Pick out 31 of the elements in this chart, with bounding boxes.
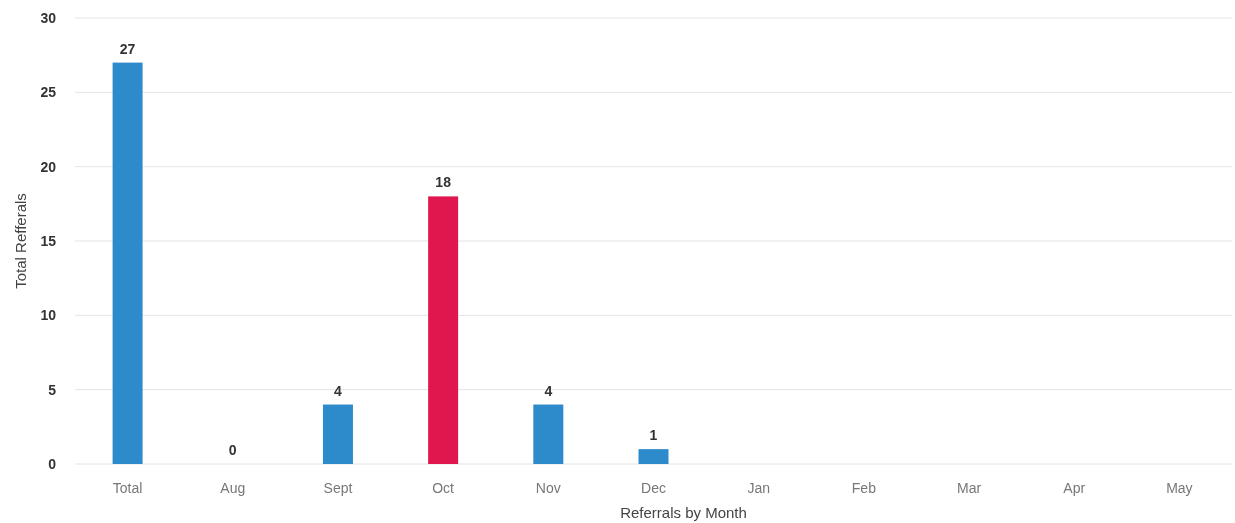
x-tick-label: Aug [220,480,246,496]
bar [533,404,564,464]
data-label: 4 [544,382,553,399]
data-label: 0 [228,442,237,458]
y-tick-label: 5 [48,381,57,398]
y-tick-label: 25 [40,84,57,101]
data-label: 4 [334,382,343,399]
bar [112,62,143,464]
x-tick-label: Dec [641,480,666,496]
y-tick-label: 30 [40,9,57,26]
x-tick-label: Oct [432,480,455,496]
data-label: 18 [435,174,452,191]
x-tick-label: Apr [1063,480,1086,496]
y-tick-label: 20 [40,158,57,175]
y-tick-label: 10 [40,307,57,324]
y-axis-title: Total Refferals [12,193,29,289]
x-tick-label: Mar [956,480,982,496]
bar [638,449,669,464]
data-label: 27 [119,40,136,57]
bar [322,404,353,464]
x-tick-label: Jan [747,480,770,496]
x-tick-label: Feb [851,480,877,496]
y-tick-label: 0 [48,455,57,472]
x-tick-label: Total [112,480,143,496]
x-tick-label: May [1166,480,1193,496]
x-tick-label: Sept [323,480,353,496]
bar [428,196,459,464]
data-label: 1 [649,427,658,444]
x-tick-label: Nov [535,480,561,496]
x-axis-title: Referrals by Month [620,504,747,521]
y-tick-label: 15 [40,232,57,249]
